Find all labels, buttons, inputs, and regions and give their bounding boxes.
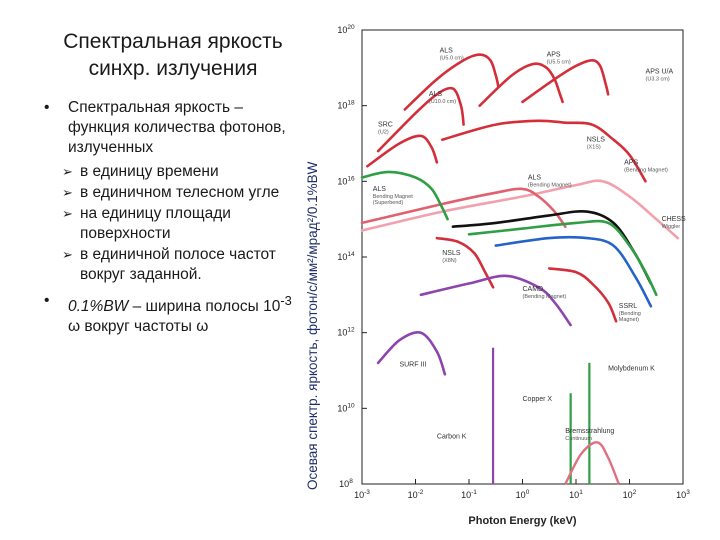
annotation-label: ALS (528, 174, 542, 181)
series-group (360, 53, 679, 485)
annotation-label: Carbon K (437, 434, 467, 441)
annotation-label: NSLS (587, 137, 606, 144)
bandwidth-exponent: -3 (280, 293, 292, 308)
x-tick-label: 102 (623, 489, 637, 500)
annotation-sublabel: (Superbend) (373, 200, 404, 206)
bullet-bandwidth: • 0.1%BW – ширина полосы 10-3 ω вокруг ч… (40, 291, 302, 337)
annotation-label: APS (624, 159, 638, 166)
series-line (360, 170, 449, 221)
annotation-sublabel: (Bending Magnet) (528, 182, 572, 188)
plot-frame (361, 29, 684, 485)
arrow-bullet-icon: ➢ (62, 247, 73, 262)
annotation-label: ALS (373, 186, 387, 193)
annotation-label: SSRL (619, 303, 637, 310)
x-tick-label: 10-2 (408, 489, 424, 500)
bullet-definition-text: Спектральная яркость – функция количеств… (68, 99, 286, 156)
arrow-bullet-icon: ➢ (62, 185, 73, 200)
series-line (548, 267, 618, 323)
arrow-bullet-icon: ➢ (62, 164, 73, 179)
series-line (376, 330, 447, 376)
x-tick-label: 103 (676, 489, 690, 500)
annotation-sublabel: Bending Magnet (373, 194, 414, 200)
annotation-label: CHESS (662, 216, 686, 223)
y-tick-label: 1014 (337, 251, 355, 262)
annotation-label: SRC (378, 121, 393, 128)
y-tick-label: 1020 (337, 24, 355, 35)
annotation-sublabel: (Bending Magnet) (523, 294, 567, 300)
annotation-sublabel: (U5.5 cm) (547, 59, 571, 65)
x-tick-label: 10-3 (354, 489, 370, 500)
slide-title-line-2: синхр. излучения (88, 57, 258, 80)
annotation-label: CAMD (523, 286, 544, 293)
y-tick-label: 1018 (337, 100, 355, 111)
series-line (478, 62, 564, 107)
x-axis-label: Photon Energy (keV) (468, 515, 577, 527)
axis-ticks: 10-3 10-2 10-1 100 101 102 103 1020 1018 1016 1014… (337, 24, 690, 500)
series-line (441, 119, 647, 183)
sub-item-text: в единичном телесном угле (80, 184, 280, 201)
sub-item: ➢ в единичной полосе частот вокруг заданн… (62, 245, 302, 285)
bullet-list: • Спектральная яркость – функция количес… (40, 98, 302, 337)
bandwidth-text-a: – ширина полосы 10 (128, 298, 281, 316)
y-tick-label: 1012 (337, 327, 355, 338)
annotation-label: ALS (440, 48, 454, 55)
series-line (403, 53, 500, 111)
sub-item: ➢ в единицу времени (62, 162, 302, 182)
series-line (360, 187, 567, 228)
sub-item-text: на единицу площади поверхности (80, 205, 231, 242)
series-line (376, 86, 465, 153)
slide-title-line-1: Спектральная яркость (63, 30, 283, 53)
annotation-sublabel: Continuum (565, 436, 592, 442)
annotation-sublabel: (X1S) (587, 145, 601, 151)
annotation-sublabel: Magnet) (619, 317, 639, 323)
annotation-sublabel: (Bending (619, 311, 641, 317)
annotation-label: NSLS (442, 250, 461, 257)
x-tick-label: 100 (516, 489, 530, 500)
annotation-label: ALS (429, 91, 443, 98)
series-line (366, 134, 439, 168)
annotation-label: APS U/A (646, 69, 674, 76)
y-tick-label: 108 (339, 478, 353, 489)
annotation-label: Molybdenum K (608, 366, 655, 373)
series-line (467, 219, 658, 297)
slide-title: Спектральная яркость синхр. излучения (40, 28, 306, 82)
arrow-bullet-icon: ➢ (62, 206, 73, 221)
sub-item: ➢ в единичном телесном угле (62, 183, 302, 203)
annotation-sublabel: (U10.0 cm) (429, 99, 456, 105)
annotation-label: SURF III (399, 362, 426, 369)
sub-list: ➢ в единицу времени ➢ в единичном телесном… (40, 162, 302, 285)
annotation-sublabel: Wiggler (662, 224, 681, 230)
y-tick-label: 1010 (337, 402, 355, 413)
annotation-sublabel: (U5.0 cm) (440, 56, 464, 62)
sub-item-text: в единичной полосе частот вокруг заданно… (80, 246, 276, 283)
bullet-dot-icon: • (44, 292, 50, 309)
annotation-group: ALS(U5.0 cm)APS(U5.5 cm)APS U/A(U3.3 cm)… (373, 48, 686, 442)
annotation-label: Bremsstrahlung (565, 428, 614, 435)
y-tick-label: 1016 (337, 175, 355, 186)
annotation-sublabel: (Bending Magnet) (624, 167, 668, 173)
sub-item: ➢ на единицу площади поверхности (62, 204, 302, 244)
annotation-label: Copper X (523, 396, 553, 403)
bullet-dot-icon: • (44, 99, 50, 116)
series-line (451, 210, 653, 285)
sub-item-text: в единицу времени (80, 163, 219, 180)
x-tick-label: 10-1 (461, 489, 477, 500)
bullet-definition: • Спектральная яркость – функция количес… (40, 98, 302, 158)
continuum-curve (564, 441, 620, 485)
x-tick-label: 101 (569, 489, 583, 500)
annotation-label: APS (547, 51, 561, 58)
bandwidth-text-b: ω вокруг частоты ω (68, 318, 209, 336)
series-line (521, 58, 610, 104)
series-line (494, 235, 653, 308)
annotation-sublabel: (U3.3 cm) (646, 77, 670, 83)
series-line (360, 179, 679, 240)
series-line (419, 274, 572, 327)
annotation-sublabel: (U2) (378, 129, 389, 135)
bandwidth-term: 0.1%BW (68, 298, 129, 316)
annotation-sublabel: (X8N) (442, 258, 457, 264)
